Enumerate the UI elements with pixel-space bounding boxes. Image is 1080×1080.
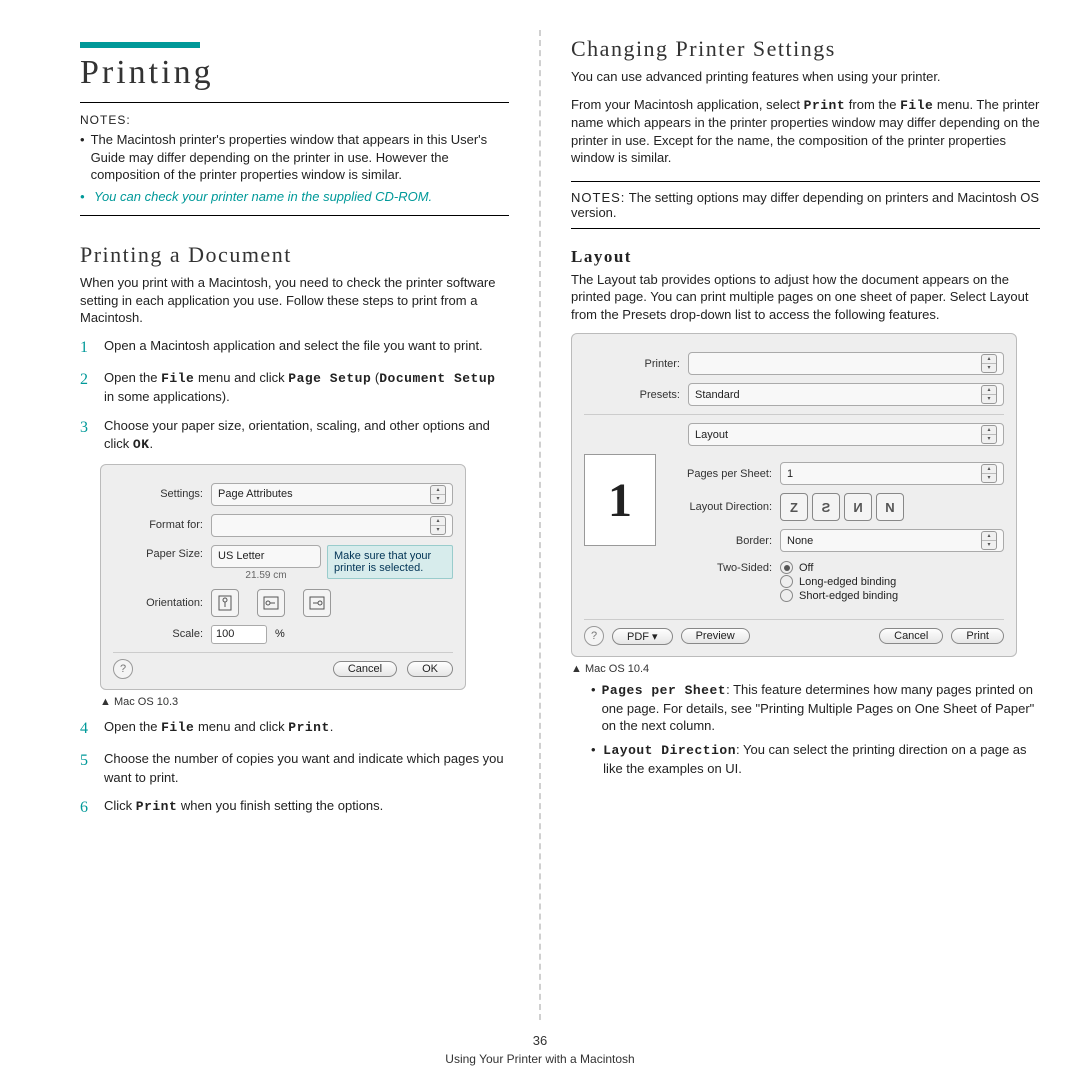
feature-bullet: • Pages per Sheet: This feature determin… — [591, 681, 1040, 735]
orient-landscape-rev[interactable] — [303, 589, 331, 617]
border-label: Border: — [672, 535, 772, 547]
notebox-text: The setting options may differ depending… — [571, 190, 1039, 220]
page-footer: 36 Using Your Printer with a Macintosh — [0, 1033, 1080, 1066]
body-text: The Layout tab provides options to adjus… — [571, 271, 1040, 324]
steps-list-2: 4 Open the File menu and click Print. 5C… — [80, 718, 509, 819]
step-item: 4 Open the File menu and click Print. — [80, 718, 509, 740]
cancel-button[interactable]: Cancel — [333, 661, 397, 677]
twosided-off[interactable]: Off — [780, 561, 898, 574]
orientation-label: Orientation: — [113, 597, 203, 609]
page: Printing NOTES: • The Macintosh printer'… — [0, 0, 1080, 1030]
page-title: Printing — [80, 54, 509, 92]
settings-select[interactable]: Page Attributes ▴▾ — [211, 483, 453, 506]
pdf-button[interactable]: PDF ▾ — [612, 628, 673, 645]
note-bullet: • You can check your printer name in the… — [80, 188, 509, 206]
border-select[interactable]: None▴▾ — [780, 529, 1004, 552]
print-button[interactable]: Print — [951, 628, 1004, 644]
rule — [80, 102, 509, 103]
dir-label: Layout Direction: — [672, 501, 772, 513]
accent-bar — [80, 42, 200, 48]
page-number: 36 — [0, 1033, 1080, 1048]
stepper-icon: ▴▾ — [430, 485, 446, 504]
two-sided-label: Two-Sided: — [672, 560, 772, 574]
body-text: From your Macintosh application, select … — [571, 96, 1040, 167]
paper-size-label: Paper Size: — [113, 545, 203, 560]
scale-label: Scale: — [113, 628, 203, 640]
dir-across-rev[interactable]: И — [844, 493, 872, 521]
printer-label: Printer: — [584, 358, 680, 370]
paper-size-select[interactable]: US Letter — [211, 545, 321, 568]
twosided-short[interactable]: Short-edged binding — [780, 589, 898, 602]
rule — [80, 215, 509, 216]
cancel-button[interactable]: Cancel — [879, 628, 943, 644]
step-item: 5Choose the number of copies you want an… — [80, 750, 509, 786]
body-text: You can use advanced printing features w… — [571, 68, 1040, 86]
dir-down-rev[interactable]: N — [876, 493, 904, 521]
feature-bullet: • Layout Direction: You can select the p… — [591, 741, 1040, 777]
subsection-title: Layout — [571, 247, 1040, 267]
column-divider — [539, 30, 541, 1020]
presets-select[interactable]: Standard▴▾ — [688, 383, 1004, 406]
dir-across[interactable]: Z — [780, 493, 808, 521]
pps-select[interactable]: 1▴▾ — [780, 462, 1004, 485]
presets-label: Presets: — [584, 389, 680, 401]
format-for-select[interactable]: ▴▾ — [211, 514, 453, 537]
note-text-teal: You can check your printer name in the s… — [94, 188, 432, 206]
section-title: Changing Printer Settings — [571, 36, 1040, 62]
help-button[interactable]: ? — [113, 659, 133, 679]
pps-label: Pages per Sheet: — [672, 468, 772, 480]
format-for-label: Format for: — [113, 519, 203, 531]
note-text: The Macintosh printer's properties windo… — [91, 131, 509, 184]
notebox-label: NOTES: — [571, 190, 625, 205]
twosided-long[interactable]: Long-edged binding — [780, 575, 898, 588]
stepper-icon: ▴▾ — [430, 516, 446, 535]
dialog-caption: ▲ Mac OS 10.4 — [571, 663, 1040, 675]
step-item: 3 Choose your paper size, orientation, s… — [80, 417, 509, 454]
page-setup-dialog: Settings: Page Attributes ▴▾ Format for:… — [100, 464, 466, 690]
section-title: Printing a Document — [80, 242, 509, 268]
panel-select[interactable]: Layout▴▾ — [688, 423, 1004, 446]
orient-landscape[interactable] — [257, 589, 285, 617]
right-column: Changing Printer Settings You can use ad… — [571, 30, 1040, 1020]
callout: Make sure that your printer is selected. — [327, 545, 453, 579]
paper-dim: 21.59 cm — [211, 570, 321, 581]
steps-list: 1Open a Macintosh application and select… — [80, 337, 509, 454]
note-box: NOTES: The setting options may differ de… — [571, 181, 1040, 229]
settings-label: Settings: — [113, 488, 203, 500]
footer-line: Using Your Printer with a Macintosh — [0, 1052, 1080, 1066]
preview-button[interactable]: Preview — [681, 628, 750, 644]
dialog-caption: ▲ Mac OS 10.3 — [100, 696, 509, 708]
dir-down[interactable]: Ƨ — [812, 493, 840, 521]
left-column: Printing NOTES: • The Macintosh printer'… — [40, 30, 509, 1020]
help-button[interactable]: ? — [584, 626, 604, 646]
scale-input[interactable]: 100 — [211, 625, 267, 644]
body-text: When you print with a Macintosh, you nee… — [80, 274, 509, 327]
step-item: 2 Open the File menu and click Page Setu… — [80, 369, 509, 406]
notes-block: NOTES: • The Macintosh printer's propert… — [80, 113, 509, 205]
layout-preview: 1 — [584, 454, 656, 546]
note-bullet: • The Macintosh printer's properties win… — [80, 131, 509, 184]
orient-portrait[interactable] — [211, 589, 239, 617]
ok-button[interactable]: OK — [407, 661, 453, 677]
printer-select[interactable]: ▴▾ — [688, 352, 1004, 375]
step-item: 6 Click Print when you finish setting th… — [80, 797, 509, 819]
step-item: 1Open a Macintosh application and select… — [80, 337, 509, 359]
notes-label: NOTES: — [80, 113, 509, 127]
percent-label: % — [275, 628, 285, 640]
layout-dialog: Printer: ▴▾ Presets: Standard▴▾ Layout▴▾… — [571, 333, 1017, 657]
